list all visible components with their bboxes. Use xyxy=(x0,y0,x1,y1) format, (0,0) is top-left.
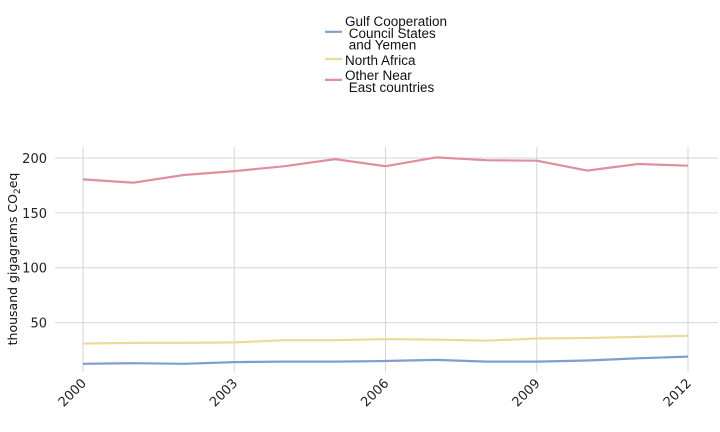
series-lines xyxy=(82,156,689,365)
y-tick-label-200: 200 xyxy=(22,152,47,167)
y-tick-label-50: 50 xyxy=(30,317,47,332)
legend-label-1: North Africa xyxy=(345,53,416,68)
y-axis-ticks: 50 100 150 200 xyxy=(22,152,47,332)
x-tick-label-2006: 2006 xyxy=(358,376,392,410)
y-axis-title: thousand gigagrams CO2eq xyxy=(5,173,23,346)
y-tick-label-150: 150 xyxy=(22,207,47,222)
x-axis-ticks: 2000 2003 2006 2009 2012 xyxy=(56,376,695,410)
legend-label-0: Gulf Cooperation Council States and Yeme… xyxy=(345,14,447,53)
x-tick-label-2003: 2003 xyxy=(207,376,241,410)
grid xyxy=(55,147,718,372)
legend-label-line: North Africa xyxy=(345,53,416,68)
x-tick-label-2000: 2000 xyxy=(56,376,90,410)
y-axis-title-subscript: 2 xyxy=(13,188,23,194)
legend-label-2: Other Near East countries xyxy=(345,68,435,95)
y-tick-label-100: 100 xyxy=(22,262,47,277)
series-line-0 xyxy=(82,355,689,365)
legend-label-line: East countries xyxy=(345,80,435,95)
x-tick-label-2009: 2009 xyxy=(510,376,544,410)
series-line-2 xyxy=(82,156,689,184)
legend: Gulf Cooperation Council States and Yeme… xyxy=(325,14,447,95)
legend-label-line: Other Near xyxy=(345,68,412,83)
y-axis-title-main: thousand gigagrams CO xyxy=(5,194,20,346)
legend-label-line: and Yemen xyxy=(345,38,416,53)
series-line-1 xyxy=(82,334,689,345)
legend-label-line: Council States xyxy=(345,26,436,41)
x-tick-label-2012: 2012 xyxy=(661,376,695,410)
legend-label-line: Gulf Cooperation xyxy=(345,14,447,29)
y-axis-title-suffix: eq xyxy=(5,173,20,189)
